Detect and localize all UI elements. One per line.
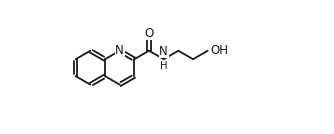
Text: N: N — [159, 45, 168, 58]
Text: O: O — [144, 27, 154, 40]
Text: N: N — [115, 44, 124, 57]
Text: H: H — [160, 61, 167, 71]
Text: OH: OH — [211, 44, 229, 57]
